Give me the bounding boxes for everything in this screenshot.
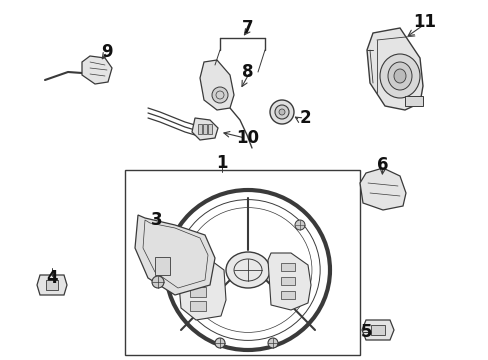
Polygon shape	[192, 118, 218, 140]
Text: 3: 3	[151, 211, 163, 229]
Text: 11: 11	[413, 13, 436, 31]
Text: 9: 9	[101, 43, 113, 61]
Polygon shape	[190, 287, 205, 297]
Ellipse shape	[274, 105, 288, 119]
Polygon shape	[281, 277, 294, 285]
Polygon shape	[404, 96, 422, 106]
Polygon shape	[370, 325, 384, 335]
Polygon shape	[82, 56, 112, 84]
Polygon shape	[37, 275, 67, 295]
Ellipse shape	[379, 54, 419, 98]
Ellipse shape	[294, 220, 305, 230]
Ellipse shape	[269, 100, 293, 124]
Ellipse shape	[212, 87, 227, 103]
Polygon shape	[366, 28, 422, 110]
Polygon shape	[267, 253, 310, 310]
Text: 5: 5	[361, 323, 372, 341]
Polygon shape	[281, 263, 294, 271]
Polygon shape	[203, 124, 206, 134]
Polygon shape	[155, 257, 170, 275]
Text: 1: 1	[216, 154, 227, 172]
Text: 4: 4	[46, 269, 58, 287]
Polygon shape	[178, 253, 225, 320]
Polygon shape	[190, 273, 205, 283]
Text: 7: 7	[242, 19, 253, 37]
Text: 6: 6	[376, 156, 388, 174]
Ellipse shape	[225, 252, 269, 288]
Bar	[125, 170, 359, 355]
Text: 10: 10	[236, 129, 259, 147]
Text: 8: 8	[242, 63, 253, 81]
Ellipse shape	[215, 338, 224, 348]
Polygon shape	[135, 215, 215, 295]
Polygon shape	[190, 301, 205, 311]
Polygon shape	[46, 280, 58, 290]
Polygon shape	[281, 291, 294, 299]
Polygon shape	[200, 60, 234, 110]
Polygon shape	[359, 168, 405, 210]
Ellipse shape	[279, 109, 285, 115]
Polygon shape	[207, 124, 212, 134]
Polygon shape	[361, 320, 393, 340]
Ellipse shape	[393, 69, 405, 83]
Ellipse shape	[267, 338, 278, 348]
Ellipse shape	[387, 62, 411, 90]
Text: 2: 2	[299, 109, 310, 127]
Polygon shape	[198, 124, 202, 134]
Ellipse shape	[152, 276, 163, 288]
